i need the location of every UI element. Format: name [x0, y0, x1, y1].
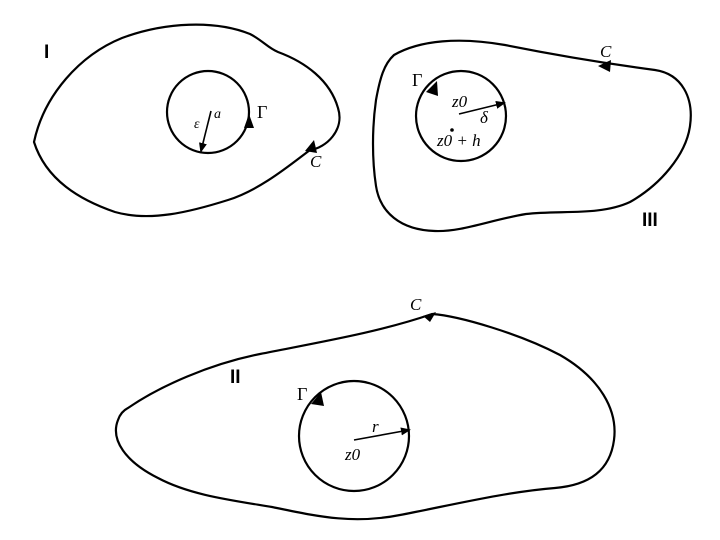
- gamma-label-region-three: Γ: [412, 70, 422, 90]
- radius-arrow-region-three: [458, 101, 506, 115]
- r-label-region-two: r: [372, 417, 379, 436]
- circle-gamma-arrow-region-one: [244, 114, 254, 128]
- region-label-one: I: [44, 42, 49, 63]
- contour-c-region-two: [114, 312, 616, 521]
- z0-label-region-two: z0: [344, 445, 361, 464]
- z0-label-region-three: z0: [451, 92, 468, 111]
- z0-plus-h-label: z0 + h: [436, 131, 481, 150]
- gamma-label-region-two: Γ: [297, 384, 307, 404]
- contour-c-region-three: [371, 39, 692, 233]
- circle-gamma-region-two: [297, 379, 411, 493]
- circle-gamma-region-three: [414, 69, 508, 163]
- contour-c-arrow-region-one: [305, 140, 317, 153]
- circle-gamma-arrow-region-two: [311, 392, 324, 406]
- radius-arrow-region-one: [199, 110, 212, 153]
- contour-c-label-region-one: C: [310, 152, 322, 171]
- circle-gamma-region-one: [165, 69, 251, 155]
- z0-label-region-three-text: z0: [451, 92, 468, 111]
- contour-c-arrow-region-three: [598, 60, 611, 72]
- region-label-two: II: [230, 367, 241, 388]
- contour-c-label-region-three: C: [600, 42, 612, 61]
- contour-c-arrow-region-two: [423, 312, 436, 322]
- contour-c-label-region-two: C: [410, 295, 422, 314]
- region-label-three: III: [642, 210, 658, 231]
- a-label-region-one: a: [214, 107, 221, 122]
- delta-label-region-three: δ: [480, 108, 489, 127]
- region-three: III C Γ z0 δ z0 + h: [371, 39, 692, 233]
- point-z0-plus-h: [450, 128, 454, 132]
- radius-arrow-region-two: [353, 427, 411, 441]
- region-one: I C Γ ε a: [32, 23, 341, 218]
- contour-c-region-one: [32, 23, 341, 218]
- gamma-label-region-one: Γ: [257, 102, 267, 122]
- region-two: II C Γ r z0: [114, 295, 616, 521]
- circle-gamma-arrow-region-three: [426, 81, 438, 96]
- epsilon-label-region-one: ε: [194, 117, 200, 132]
